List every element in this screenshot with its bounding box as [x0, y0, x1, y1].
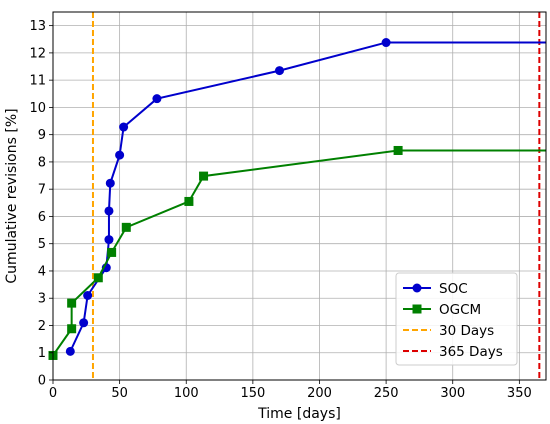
data-point-ogcm	[107, 247, 117, 257]
data-point-soc	[65, 346, 75, 356]
x-tick-label: 300	[440, 386, 465, 401]
x-tick-label: 350	[507, 386, 532, 401]
y-tick-label: 2	[38, 319, 46, 334]
y-tick-label: 10	[29, 101, 46, 116]
data-point-ogcm	[393, 145, 403, 155]
series-line-ogcm	[52, 149, 546, 357]
x-tick-label: 250	[374, 386, 399, 401]
y-tick-label: 4	[38, 264, 46, 279]
x-tick-label: 150	[240, 386, 265, 401]
data-point-soc	[83, 290, 93, 300]
y-tick-label: 12	[29, 46, 46, 61]
data-point-soc	[105, 178, 115, 188]
data-point-ogcm	[93, 273, 103, 283]
data-point-ogcm	[121, 222, 131, 232]
x-tick-label: 0	[49, 386, 57, 401]
series-group	[48, 38, 546, 360]
y-tick-label: 11	[29, 74, 46, 89]
y-tick-label: 0	[38, 374, 46, 389]
data-point-ogcm	[199, 171, 209, 181]
data-point-soc	[79, 318, 89, 328]
data-point-soc	[104, 206, 114, 216]
legend: SOC OGCM 30 Days 365 Days	[395, 272, 518, 366]
plot-frame	[52, 11, 547, 381]
y-tick-label: 3	[38, 292, 46, 307]
legend-label-ogcm: OGCM	[439, 302, 481, 318]
data-point-soc	[381, 38, 391, 48]
y-tick-label: 9	[38, 128, 46, 143]
legend-label-soc: SOC	[439, 281, 468, 297]
legend-box	[395, 272, 518, 366]
data-point-ogcm	[184, 196, 194, 206]
legend-label-365-days: 365 Days	[439, 344, 503, 360]
x-tick-label: 200	[307, 386, 332, 401]
y-tick-label: 13	[29, 19, 46, 34]
data-point-soc	[115, 150, 125, 160]
y-tick-label: 7	[38, 183, 46, 198]
y-tick-label: 1	[38, 346, 46, 361]
data-point-soc	[152, 94, 162, 104]
series-soc	[65, 38, 546, 356]
data-point-soc	[119, 122, 129, 132]
reference-lines	[91, 12, 541, 380]
y-tick-label: 5	[38, 237, 46, 252]
legend-marker-ogcm	[412, 304, 422, 314]
x-tick-label: 100	[174, 386, 199, 401]
y-tick-label: 8	[38, 155, 46, 170]
data-point-ogcm	[67, 324, 77, 334]
y-tick-label: 6	[38, 210, 46, 225]
data-point-soc	[104, 235, 114, 245]
x-tick-label: 50	[111, 386, 128, 401]
legend-label-30-days: 30 Days	[439, 323, 494, 339]
data-point-ogcm	[67, 298, 77, 308]
legend-marker-soc	[412, 283, 422, 293]
data-point-soc	[275, 66, 285, 76]
y-axis-label: Cumulative revisions [%]	[4, 108, 20, 283]
x-axis-label: Time [days]	[257, 406, 341, 422]
